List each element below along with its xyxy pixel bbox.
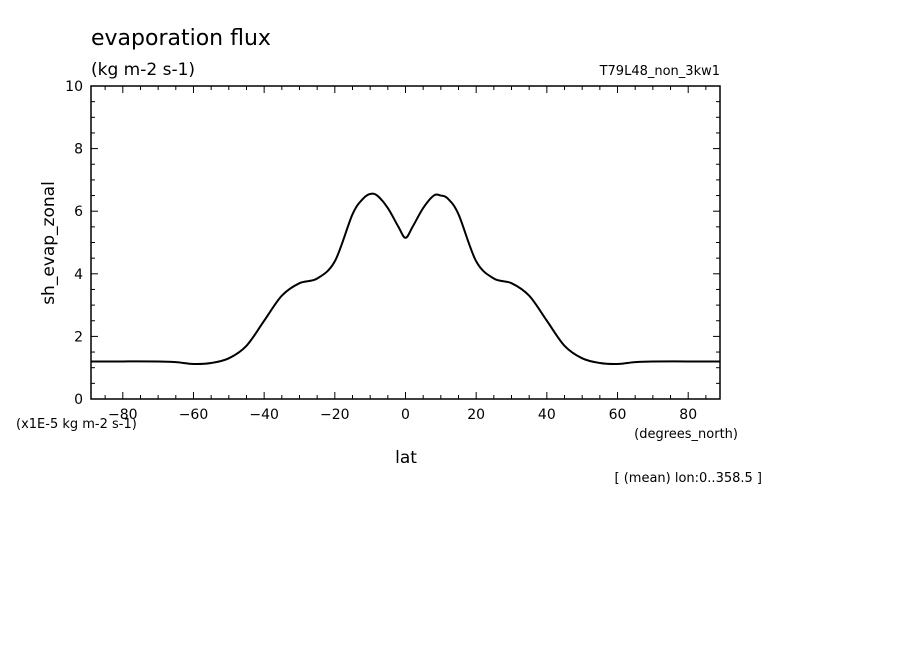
y-axis-title: sh_evap_zonal xyxy=(39,181,59,305)
y-tick-label: 8 xyxy=(74,142,83,158)
y-tick-label: 2 xyxy=(74,329,83,345)
x-tick-label: −60 xyxy=(179,407,209,423)
plot-frame xyxy=(90,85,721,400)
series-line xyxy=(90,192,720,365)
x-tick-label: −40 xyxy=(249,407,279,423)
y-tick-label: 4 xyxy=(74,267,83,283)
y-tick-label: 10 xyxy=(65,79,83,95)
chart-units: (kg m-2 s-1) xyxy=(91,60,195,80)
y-scale-note: (x1E-5 kg m-2 s-1) xyxy=(16,417,137,432)
x-axis-title: lat xyxy=(395,448,417,468)
x-tick-label: 0 xyxy=(401,407,410,423)
y-tick-label: 6 xyxy=(74,204,83,220)
x-units-label: (degrees_north) xyxy=(634,427,738,442)
x-tick-label: 40 xyxy=(538,407,556,423)
dataset-label: T79L48_non_3kw1 xyxy=(599,64,720,79)
axis-ticks xyxy=(91,85,720,400)
x-tick-label: −80 xyxy=(108,407,138,423)
x-tick-label: −20 xyxy=(320,407,350,423)
chart-title: evaporation flux xyxy=(91,26,271,51)
x-tick-label: 80 xyxy=(679,407,697,423)
x-tick-label: 20 xyxy=(467,407,485,423)
x-tick-label: 60 xyxy=(609,407,627,423)
y-tick-label: 0 xyxy=(74,392,83,408)
y-tick-labels: 0 2 4 6 8 10 xyxy=(65,79,83,408)
x-tick-labels: −80 −60 −40 −20 0 20 40 60 80 xyxy=(108,407,697,423)
mean-note: [ (mean) lon:0..358.5 ] xyxy=(615,471,763,486)
